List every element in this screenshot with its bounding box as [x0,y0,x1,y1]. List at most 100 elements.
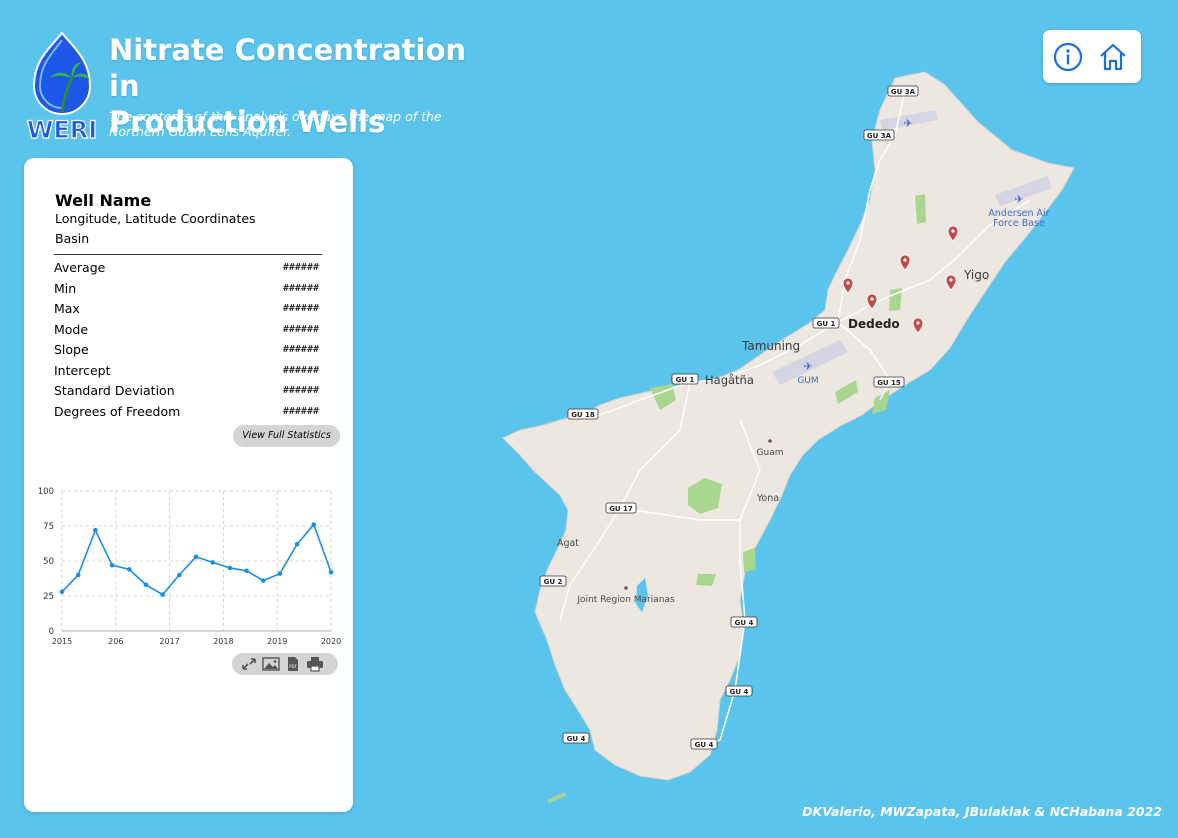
data-point [328,569,334,575]
well-basin: Basin [55,231,90,246]
stat-row-mode: Mode ###### [54,320,319,341]
park [743,548,756,572]
data-point [126,567,132,572]
airport [772,340,848,385]
info-icon[interactable] [1053,42,1083,72]
stat-value: ###### [282,385,319,396]
stat-label: Intercept [54,362,111,378]
stat-label: Standard Deviation [54,383,175,398]
stats-list: Average ###### Min ###### Max ###### Mode ##… [54,258,319,422]
label-agat: Agat [557,538,579,549]
image-icon[interactable] [262,656,280,672]
park [696,574,716,586]
home-icon[interactable] [1098,42,1128,72]
well-info-panel: Well Name Longitude, Latitude Coordinate… [24,158,353,812]
stat-value: ###### [282,405,319,417]
svg-text:GU 18: GU 18 [571,411,595,419]
data-point [143,582,149,588]
stat-row-standard-deviation: Standard Deviation ###### [54,381,319,402]
city-dot [624,586,628,590]
road-shield: GU 3A [887,85,919,97]
svg-text:PDF: PDF [289,664,297,669]
divider [54,254,322,255]
svg-text:GU 4: GU 4 [735,619,754,627]
park [650,384,676,410]
stat-value: ###### [282,303,319,314]
label-guam: Guam [757,448,784,458]
road-shield: GU 4 [725,685,753,697]
nitrate-line-chart: 0 25 50 75 100 2015 206 2017 2018 2019 2020 [38,487,341,646]
weri-logo: WERI [26,31,98,145]
print-icon[interactable] [306,656,324,672]
data-point [210,560,215,565]
pdf-icon[interactable]: PDF [284,656,302,672]
well-marker[interactable] [947,225,959,242]
x-tick-label: 2018 [213,637,233,646]
svg-text:GU 15: GU 15 [877,379,901,387]
data-point [93,527,98,533]
svg-text:GU 4: GU 4 [567,735,586,743]
park [889,288,902,311]
y-tick-label: 75 [43,522,54,532]
airport-icon: ✈ [803,361,812,373]
svg-text:GU 2: GU 2 [544,578,563,586]
label-gum: GUM [797,376,818,386]
data-point [75,572,81,578]
data-point [109,562,115,568]
stat-label: Degrees of Freedom [54,403,181,419]
credits: DKValerio, MWZapata, JBulaklak & NCHaban… [802,804,1162,819]
svg-text:GU 3A: GU 3A [867,132,892,140]
expand-icon[interactable] [240,656,258,672]
view-full-statistics-button[interactable]: View Full Statistics [233,425,340,447]
y-tick-label: 25 [43,592,54,602]
stat-row-intercept: Intercept ###### [54,361,319,382]
page-subtitle: The contents of this analysis overlays t… [109,109,442,139]
svg-text:GU 4: GU 4 [695,741,714,749]
data-point [59,589,65,595]
data-point [193,554,199,560]
label-andersen: Andersen Air [988,208,1049,219]
reef [547,792,566,803]
well-marker[interactable] [866,293,878,310]
y-tick-label: 0 [49,627,54,637]
airport-icon: ✈ [903,118,912,130]
label-yona: Yona [756,493,779,504]
stat-label: Mode [54,321,89,337]
stat-value: ###### [282,344,319,355]
data-point [311,522,317,527]
data-point [227,565,233,571]
x-tick-label: 206 [108,637,123,646]
park [688,478,722,514]
logo-text: WERI [27,116,97,144]
road-shield: GU 2 [539,575,567,587]
stat-label: Max [54,301,80,316]
park [915,194,926,224]
road-shield: GU 1 [671,373,699,385]
road-shield: GU 18 [567,408,599,420]
well-marker[interactable] [842,277,854,294]
lake [636,578,648,612]
airport-icon: ✈ [1014,194,1023,206]
stat-label: Min [54,280,77,296]
stat-label: Average [54,260,106,275]
svg-text:GU 1: GU 1 [817,320,836,328]
data-point [294,541,300,547]
data-point [260,578,266,583]
data-point [176,572,182,578]
well-marker[interactable] [945,274,957,291]
stat-row-degrees-of-freedom: Degrees of Freedom ###### [54,402,319,423]
label-dededo: Dededo [848,317,900,331]
stat-row-max: Max ###### [54,299,319,320]
stat-row-min: Min ###### [54,279,319,300]
data-point [277,571,283,576]
well-marker[interactable] [899,254,911,271]
x-tick-label: 2015 [52,637,72,646]
stat-value: ###### [282,323,319,335]
page-title: Nitrate Concentration in Production Well… [109,32,489,140]
label-hagatna: Hagåtña [705,373,754,387]
svg-text:GU 17: GU 17 [609,505,633,513]
label-tamuning: Tamuning [741,339,800,353]
well-marker[interactable] [912,317,924,334]
stat-value: ###### [282,282,319,294]
